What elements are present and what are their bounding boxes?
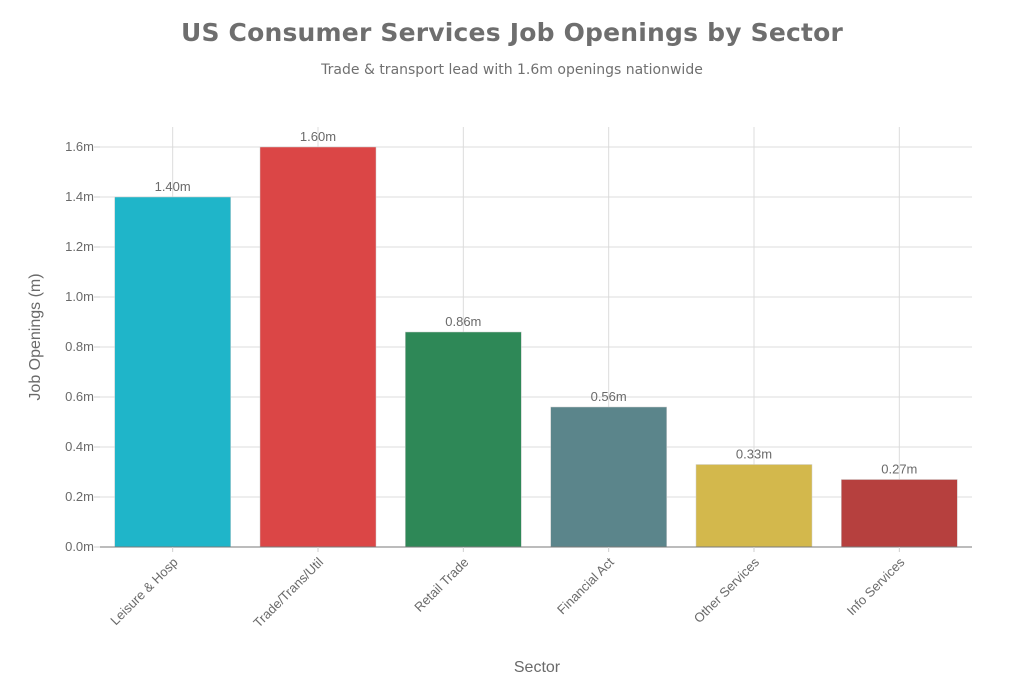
x-tick-label: Leisure & Hosp [107, 555, 180, 628]
y-tick-label: 1.0m [65, 289, 94, 304]
bars: 1.40m 1.60m 0.86m 0.56m 0.33m 0.27m [114, 129, 958, 548]
bar-value-label: 0.27m [881, 462, 917, 477]
bar-value-label: 1.40m [155, 179, 191, 194]
bar-value-label: 0.56m [591, 389, 627, 404]
bar[interactable] [114, 196, 231, 548]
bar[interactable] [259, 146, 377, 548]
y-tick-label: 0.4m [65, 439, 94, 454]
bar-value-label: 1.60m [300, 129, 336, 144]
y-tick-label: 1.4m [65, 189, 94, 204]
chart-title: US Consumer Services Job Openings by Sec… [180, 18, 844, 47]
chart-subtitle: Trade & transport lead with 1.6m opening… [321, 62, 703, 78]
y-tick-label: 1.2m [65, 239, 94, 254]
bar[interactable] [841, 479, 958, 548]
bar[interactable] [550, 406, 667, 548]
y-tick-label: 0.0m [65, 539, 94, 554]
x-tick-label: Retail Trade [411, 555, 471, 615]
y-axis: 0.0m 0.2m 0.4m 0.6m 0.8m 1.0m 1.2m 1.4m 1.6m [65, 139, 100, 554]
x-tick-label: Financial Act [554, 554, 617, 617]
x-tick-label: Other Services [691, 554, 763, 626]
y-tick-label: 0.2m [65, 489, 94, 504]
y-tick-label: 0.8m [65, 339, 94, 354]
x-tick-label: Trade/Trans/Util [250, 554, 326, 630]
x-tick-label: Info Services [844, 554, 908, 618]
bar[interactable] [405, 331, 522, 548]
y-axis-label: Job Openings (m) [27, 273, 44, 400]
bar-value-label: 0.86m [445, 314, 481, 329]
x-axis-label: Sector [514, 659, 561, 676]
bar-value-label: 0.33m [736, 447, 772, 462]
y-tick-label: 1.6m [65, 139, 94, 154]
x-axis: Leisure & Hosp Trade/Trans/Util Retail Tra… [100, 546, 972, 630]
y-tick-label: 0.6m [65, 389, 94, 404]
bar[interactable] [695, 464, 813, 548]
